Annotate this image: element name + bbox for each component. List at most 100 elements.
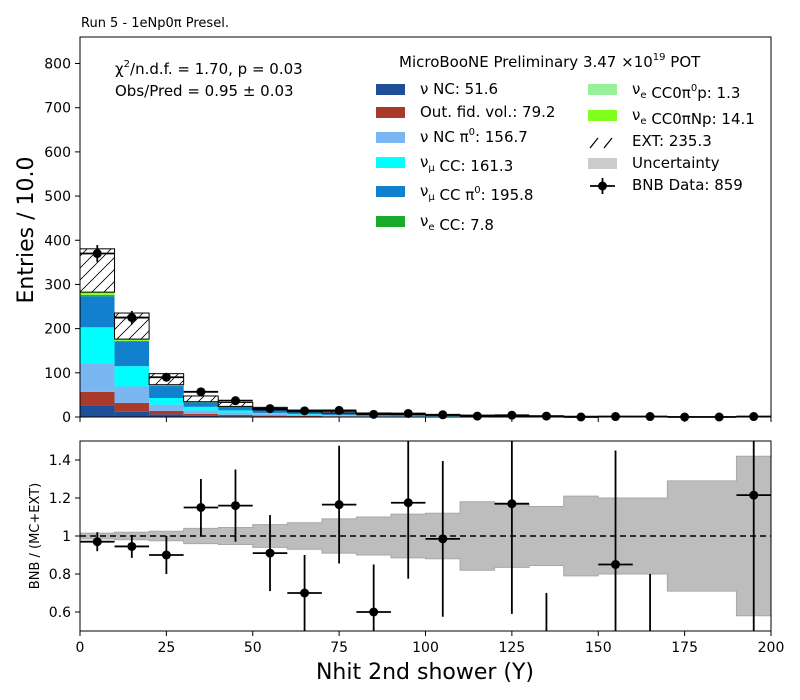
bar-series-1-bin-4 <box>218 414 253 417</box>
legend-entry-6-label: νe CC0π0p: 1.3 <box>632 80 740 102</box>
data-point-1 <box>127 313 137 323</box>
ratio-ytick-label-3: 1.2 <box>49 491 71 507</box>
run-label: Run 5 - 1eNp0π Presel. <box>81 16 229 31</box>
data-point-7 <box>334 405 344 415</box>
legend-entry-0: ν NC: 51.6 <box>376 80 498 98</box>
legend-entry-6-swatch <box>588 84 617 95</box>
bar-series-0-bin-2 <box>149 414 184 417</box>
pot-label: MicroBooNE Preliminary 3.47 ×1019 POT <box>399 52 701 71</box>
ratio-point-1 <box>127 541 137 551</box>
legend-entry-10-label: BNB Data: 859 <box>632 176 743 194</box>
ratio-point-13 <box>611 560 621 569</box>
ratio-x-ticks: 0 25 50 75 100 125 150 175 200 <box>76 631 785 656</box>
bar-series-2-bin-7 <box>321 415 357 417</box>
bar-series-7-bin-1 <box>114 339 150 341</box>
main-ytick-label-8: 800 <box>44 57 71 73</box>
ratio-point-6 <box>300 588 310 598</box>
ratio-point-10 <box>438 534 448 544</box>
ratio-point-2 <box>161 550 171 560</box>
bar-series-3-bin-1 <box>114 366 150 387</box>
bar-series-3-bin-0 <box>80 327 115 364</box>
legend-entry-8-label: EXT: 235.3 <box>632 132 712 150</box>
data-point-3 <box>196 387 206 397</box>
data-point-0 <box>92 249 102 259</box>
legend-entry-9: Uncertainty <box>588 154 720 172</box>
bar-series-4-bin-0 <box>80 296 115 328</box>
ratio-ytick-label-1: 0.8 <box>49 567 71 583</box>
legend-entry-4-label: νμ CC π0: 195.8 <box>420 182 533 204</box>
legend-entry-1: Out. fid. vol.: 79.2 <box>376 103 555 121</box>
legend-entry-1-swatch <box>376 107 405 118</box>
bar-series-4-bin-2 <box>149 386 184 398</box>
data-point-5 <box>265 404 275 414</box>
main-ytick-label-5: 500 <box>44 189 71 205</box>
legend: ν NC: 51.6 Out. fid. vol.: 79.2 ν NC π0: 1… <box>376 80 755 234</box>
data-point-6 <box>300 406 310 416</box>
bar-series-3-bin-2 <box>149 398 184 405</box>
bar-series-5-bin-1 <box>114 341 150 342</box>
legend-entry-8: EXT: 235.3 <box>589 132 712 150</box>
ratio-point-0 <box>92 537 102 547</box>
ratio-ytick-label-4: 1.4 <box>49 453 71 469</box>
legend-entry-0-label: ν NC: 51.6 <box>420 80 498 98</box>
data-point-4 <box>230 396 240 406</box>
main-ytick-label-4: 400 <box>44 233 71 249</box>
ratio-points <box>80 441 771 631</box>
legend-entry-7: νe CC0πNp: 14.1 <box>588 106 755 128</box>
data-point-10 <box>438 410 448 420</box>
legend-entry-3-label: νμ CC: 161.3 <box>420 153 513 175</box>
legend-entry-5: νe CC: 7.8 <box>376 212 494 234</box>
ratio-point-8 <box>369 607 379 617</box>
main-plot: 0 100 200 300 400 500 600 700 800 Entries / 10.0… <box>14 36 772 426</box>
legend-entry-0-swatch <box>376 84 405 95</box>
ratio-point-11 <box>507 499 517 509</box>
bar-series-2-bin-2 <box>149 404 184 411</box>
ratio-y-axis-label: BNB / (MC+EXT) <box>28 483 43 589</box>
data-point-2 <box>161 372 171 382</box>
x-axis-label: Nhit 2nd shower (Y) <box>316 660 534 685</box>
main-y-axis-label: Entries / 10.0 <box>14 156 39 303</box>
bar-series-0-bin-3 <box>183 415 219 417</box>
main-ytick-label-0: 0 <box>62 410 71 426</box>
legend-entry-9-label: Uncertainty <box>632 154 720 172</box>
ratio-xtick-label-8: 200 <box>758 640 785 656</box>
legend-entry-4: νμ CC π0: 195.8 <box>376 182 533 204</box>
ratio-point-15 <box>749 490 759 500</box>
bar-series-2-bin-0 <box>80 363 115 392</box>
main-ytick-label-1: 100 <box>44 366 71 382</box>
ratio-xtick-label-6: 150 <box>585 640 612 656</box>
ratio-y-ticks: 0.6 0.8 1 1.2 1.4 <box>49 453 80 621</box>
legend-entry-8-hatch-1 <box>589 137 599 149</box>
ratio-point-7 <box>334 500 344 510</box>
bar-series-1-bin-3 <box>183 413 219 416</box>
bar-series-2-bin-5 <box>252 414 288 416</box>
ratio-point-4 <box>230 501 240 511</box>
ratio-xtick-label-5: 125 <box>499 640 526 656</box>
ratio-point-9 <box>403 498 413 508</box>
bar-ext-bin-3 <box>183 395 219 403</box>
chi2-label: χ2/n.d.f. = 1.70, p = 0.03 <box>115 59 303 78</box>
legend-entry-5-swatch <box>376 216 405 227</box>
bar-series-0-bin-0 <box>80 405 115 417</box>
main-ytick-label-6: 600 <box>44 145 71 161</box>
legend-entry-5-label: νe CC: 7.8 <box>420 212 494 234</box>
legend-entry-3: νμ CC: 161.3 <box>376 153 513 175</box>
ratio-xtick-label-3: 75 <box>330 640 348 656</box>
legend-entry-8-hatch-2 <box>603 137 613 149</box>
bar-series-3-bin-4 <box>218 410 253 413</box>
bar-series-1-bin-0 <box>80 391 115 406</box>
bar-series-0-bin-1 <box>114 411 150 417</box>
bar-series-4-bin-4 <box>218 406 253 411</box>
bar-series-4-bin-1 <box>114 341 150 367</box>
ratio-plot: 0 25 50 75 100 125 150 175 200 0.6 0.8 1 1.2 1.4 BNB… <box>28 440 785 685</box>
ratio-point-5 <box>265 548 275 558</box>
bar-series-2-bin-6 <box>287 414 322 416</box>
bar-series-7-bin-0 <box>80 292 115 295</box>
legend-entry-2-label: ν NC π0: 156.7 <box>420 127 528 146</box>
ratio-xtick-label-0: 0 <box>76 640 85 656</box>
legend-entry-6: νe CC0π0p: 1.3 <box>588 80 740 102</box>
bar-series-1-bin-1 <box>114 402 150 412</box>
legend-entry-4-swatch <box>376 186 405 197</box>
ratio-xtick-label-4: 100 <box>412 640 439 656</box>
